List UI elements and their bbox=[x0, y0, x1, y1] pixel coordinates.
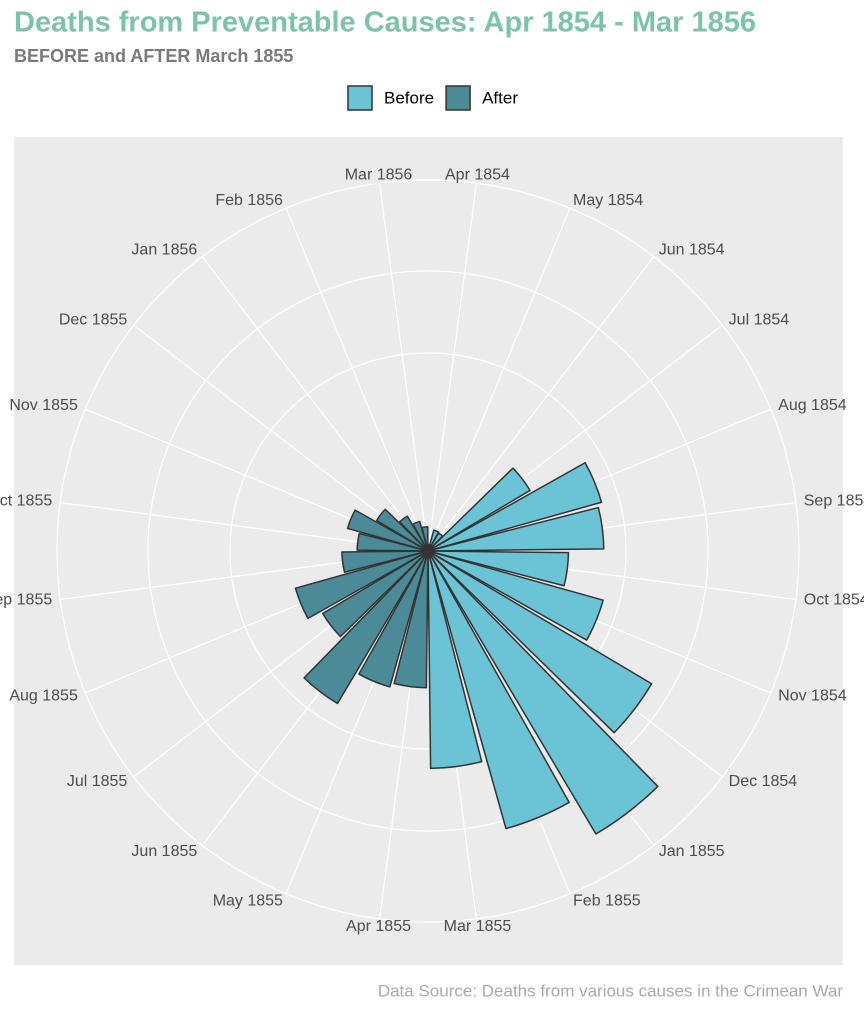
bar bbox=[375, 508, 429, 552]
category-label: Oct 1854 bbox=[804, 592, 864, 609]
legend: Before After bbox=[347, 85, 518, 111]
bar bbox=[303, 550, 429, 705]
spoke bbox=[201, 256, 429, 552]
bar bbox=[427, 467, 531, 552]
bar bbox=[427, 462, 603, 552]
bar bbox=[427, 550, 653, 734]
bar bbox=[427, 550, 604, 641]
category-label: Jan 1856 bbox=[131, 242, 197, 259]
grid-circle bbox=[229, 352, 627, 750]
legend-label: After bbox=[482, 88, 518, 107]
chart-subtitle: BEFORE and AFTER March 1855 bbox=[14, 46, 293, 66]
category-label: Aug 1854 bbox=[778, 397, 847, 414]
category-label: Jun 1854 bbox=[659, 242, 725, 259]
bar bbox=[358, 550, 429, 688]
bar bbox=[427, 550, 659, 835]
category-label: Feb 1855 bbox=[573, 892, 641, 909]
spoke bbox=[427, 183, 478, 552]
spoke bbox=[427, 208, 571, 552]
grid-circle bbox=[147, 270, 709, 832]
category-label: Sep 1855 bbox=[0, 592, 52, 609]
chart-title: Deaths from Preventable Causes: Apr 1854… bbox=[14, 7, 756, 39]
legend-label: Before bbox=[384, 88, 434, 107]
category-label: Mar 1855 bbox=[444, 918, 512, 935]
spoke bbox=[285, 208, 429, 552]
category-label: Oct 1855 bbox=[0, 493, 52, 510]
category-label: Apr 1855 bbox=[346, 918, 411, 935]
bar bbox=[321, 550, 429, 638]
caption: Data Source: Deaths from various causes … bbox=[378, 981, 844, 1000]
bar bbox=[427, 550, 570, 587]
category-label: Jul 1855 bbox=[67, 773, 128, 790]
category-label: Nov 1854 bbox=[778, 687, 847, 704]
category-label: Jun 1855 bbox=[131, 843, 197, 860]
category-label: May 1855 bbox=[213, 892, 283, 909]
category-label: Apr 1854 bbox=[445, 166, 510, 183]
bar bbox=[346, 509, 429, 552]
legend-swatch bbox=[347, 85, 373, 111]
category-label: Sep 1854 bbox=[804, 493, 864, 510]
category-label: Jan 1855 bbox=[659, 843, 725, 860]
bar bbox=[427, 550, 483, 770]
bar bbox=[294, 550, 429, 620]
center bbox=[422, 545, 434, 557]
spoke bbox=[133, 324, 429, 552]
category-label: Nov 1855 bbox=[9, 397, 78, 414]
bar bbox=[412, 520, 429, 552]
bar bbox=[398, 515, 429, 552]
category-label: Aug 1855 bbox=[9, 687, 78, 704]
category-label: Jul 1854 bbox=[729, 311, 790, 328]
bar bbox=[421, 525, 429, 552]
category-label: May 1854 bbox=[573, 192, 643, 209]
category-label: Dec 1854 bbox=[729, 773, 798, 790]
bar bbox=[341, 550, 429, 574]
category-label: Dec 1855 bbox=[59, 311, 128, 328]
outer-circle bbox=[56, 179, 800, 923]
category-label: Feb 1856 bbox=[215, 192, 283, 209]
bar bbox=[427, 550, 570, 830]
bar bbox=[393, 550, 429, 689]
legend-swatch bbox=[445, 85, 471, 111]
category-label: Mar 1856 bbox=[345, 166, 413, 183]
bar bbox=[427, 506, 605, 552]
spoke bbox=[427, 256, 655, 552]
spoke bbox=[378, 183, 429, 552]
